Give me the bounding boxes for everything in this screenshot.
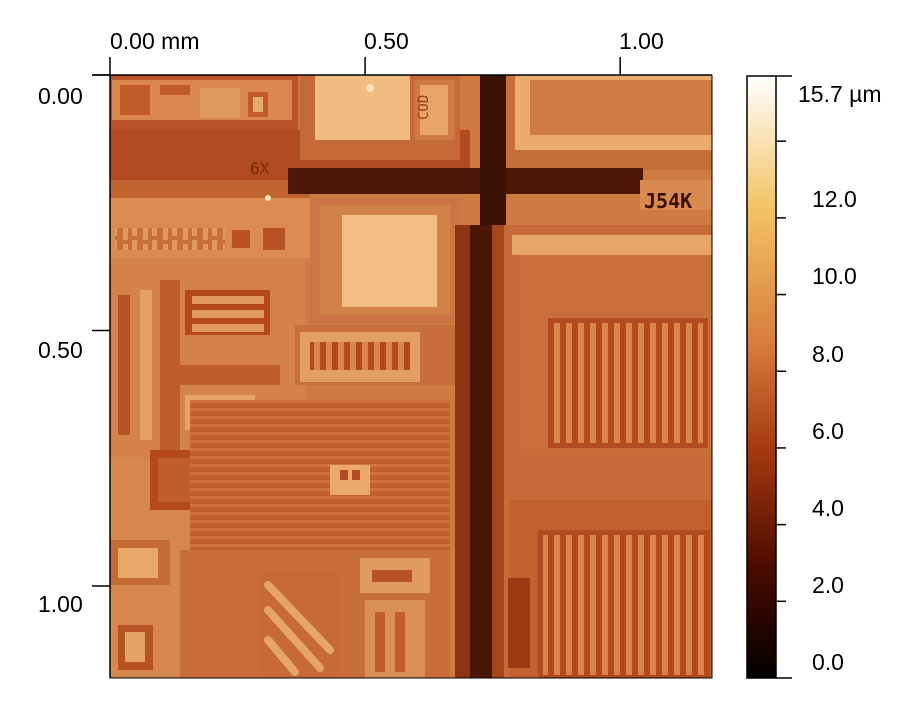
colorbar-label-max: 15.7 µm	[798, 81, 882, 107]
x-axis-ticks	[92, 57, 712, 76]
x-tick-label-1: 0.50	[364, 28, 409, 54]
colorbar-label-10: 10.0	[812, 263, 857, 289]
colorbar-label-8: 8.0	[812, 341, 844, 367]
colorbar-label-12: 12.0	[812, 186, 857, 212]
colorbar-label-0: 0.0	[812, 649, 844, 675]
y-axis-ticks	[92, 74, 111, 678]
colorbar-gradient	[746, 75, 777, 679]
right-mark-text: J54K	[644, 189, 692, 213]
y-tick-label-0: 0.00	[38, 83, 83, 109]
afm-scan-image: 6X J54K COD	[109, 74, 713, 679]
top-code-text: COD	[416, 95, 432, 120]
y-tick-label-2: 1.00	[38, 591, 83, 617]
x-tick-label-2: 1.00	[619, 28, 664, 54]
left-mark-text: 6X	[250, 159, 270, 178]
y-tick-label-1: 0.50	[38, 337, 83, 363]
colorbar-ticks	[776, 75, 792, 679]
colorbar-label-2: 2.0	[812, 572, 844, 598]
colorbar-label-4: 4.0	[812, 495, 844, 521]
x-tick-label-0: 0.00 mm	[110, 28, 200, 54]
colorbar-label-6: 6.0	[812, 418, 844, 444]
